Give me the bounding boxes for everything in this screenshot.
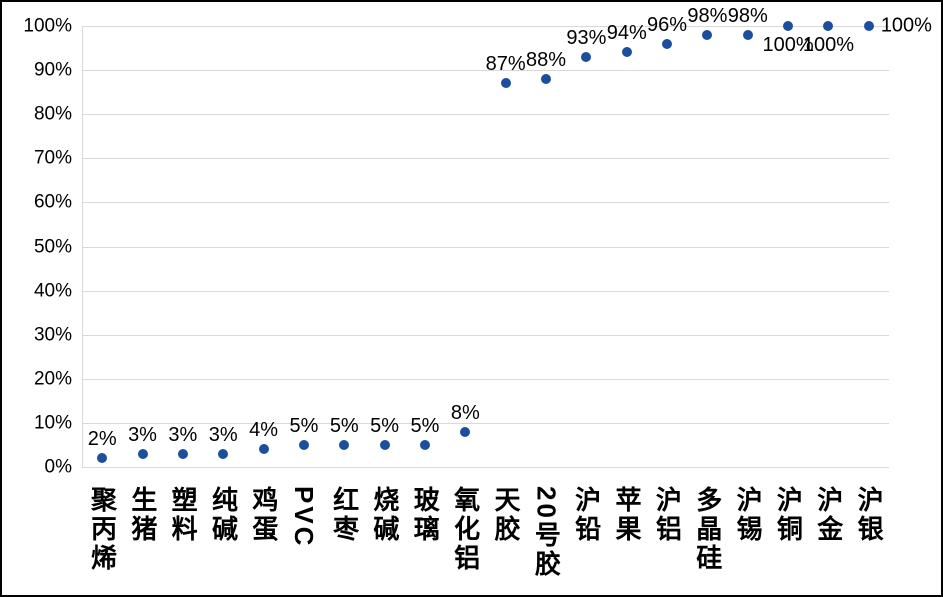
data-point-label: 87%: [485, 53, 526, 76]
data-point-marker: [218, 448, 229, 459]
y-axis-line: [82, 26, 83, 467]
y-axis-tick-label: 40%: [33, 280, 72, 302]
data-point-marker: [662, 38, 673, 49]
x-axis-category-label: 玻璃: [410, 486, 441, 544]
x-axis-category-label: 烧碱: [369, 486, 400, 544]
y-axis-tick-label: 50%: [33, 236, 72, 257]
data-point-marker: [702, 29, 713, 40]
y-gridline: [82, 26, 889, 27]
x-axis-category-label: 纯碱: [208, 486, 239, 544]
y-gridline: [82, 422, 889, 424]
data-point-marker: [863, 21, 874, 31]
data-point-marker: [298, 439, 309, 450]
data-point-marker: [460, 426, 471, 437]
y-gridline: [82, 467, 889, 468]
data-point-label: 3%: [168, 423, 198, 446]
data-point-marker: [742, 29, 753, 40]
y-gridline: [82, 290, 889, 292]
x-axis-category-label: 沪铝: [652, 486, 683, 544]
x-axis-category-label: 氧化铝: [450, 486, 481, 573]
y-gridline: [82, 246, 889, 248]
x-axis-category-label: 天胶: [490, 486, 521, 544]
data-point-label: 5%: [370, 414, 400, 437]
x-axis-category-label: 沪铜: [773, 486, 804, 544]
y-axis-tick-label: 80%: [33, 103, 72, 125]
data-point-label: 98%: [687, 4, 728, 27]
y-gridline: [82, 202, 889, 204]
data-point-marker: [258, 444, 269, 455]
y-gridline: [82, 158, 889, 160]
data-point-marker: [783, 21, 794, 31]
x-axis-category-label: 苹果: [612, 486, 643, 544]
data-point-label: 88%: [526, 48, 567, 71]
data-point-label: 3%: [128, 423, 157, 446]
y-axis-tick-label: 90%: [33, 59, 72, 81]
y-gridline: [82, 334, 889, 336]
data-point-label: 100%: [762, 34, 814, 56]
data-point-marker: [137, 448, 148, 459]
data-point-label: 5%: [410, 414, 440, 437]
y-axis-tick-label: 70%: [33, 147, 72, 169]
data-point-label: 98%: [727, 4, 768, 27]
y-axis-tick-label: 20%: [33, 368, 72, 390]
y-axis-tick-label: 30%: [33, 324, 72, 346]
data-point-label: 93%: [566, 26, 607, 49]
x-axis-category-label: 红枣: [329, 486, 360, 544]
data-point-label: 8%: [450, 401, 480, 424]
data-point-marker: [339, 439, 350, 450]
y-axis-tick-label: 60%: [33, 191, 72, 213]
y-gridline: [82, 114, 889, 116]
data-point-marker: [379, 439, 390, 450]
data-point-marker: [581, 51, 592, 62]
x-axis-category-label: PVC: [289, 486, 320, 549]
x-axis-category-label: 沪铅: [571, 486, 602, 544]
y-axis-tick-label: 100%: [23, 15, 72, 37]
data-point-marker: [177, 448, 188, 459]
y-gridline: [82, 70, 889, 72]
x-axis-category-label: 塑料: [168, 486, 199, 544]
data-point-label: 2%: [87, 428, 117, 451]
data-point-marker: [500, 78, 511, 89]
x-axis-category-label: 沪金: [813, 486, 844, 544]
data-point-marker: [97, 453, 108, 464]
data-point-label: 5%: [289, 414, 319, 437]
x-axis-category-label: 多晶硅: [692, 486, 723, 573]
x-axis-category-label: 20号胶: [531, 486, 562, 579]
data-point-label: 3%: [208, 423, 238, 446]
data-point-label: 94%: [606, 22, 647, 45]
x-axis-category-label: 沪银: [854, 486, 885, 544]
data-point-marker: [823, 21, 834, 31]
x-axis-category-label: 鸡蛋: [248, 486, 279, 544]
data-point-label: 96%: [647, 13, 688, 36]
y-axis-tick-label: 0%: [44, 456, 72, 478]
data-point-label: 5%: [329, 414, 359, 437]
data-point-label: 100%: [802, 34, 855, 56]
data-point-marker: [419, 439, 430, 450]
x-axis-category-label: 生猪: [127, 486, 158, 544]
y-gridline: [82, 378, 889, 380]
data-point-label: 4%: [249, 419, 279, 442]
data-point-label: 100%: [880, 14, 932, 37]
y-axis-tick-label: 10%: [33, 412, 72, 434]
data-point-marker: [541, 73, 552, 84]
x-axis-category-label: 沪锡: [733, 486, 764, 544]
data-point-marker: [621, 47, 632, 58]
x-axis-category-label: 聚丙烯: [87, 486, 118, 573]
